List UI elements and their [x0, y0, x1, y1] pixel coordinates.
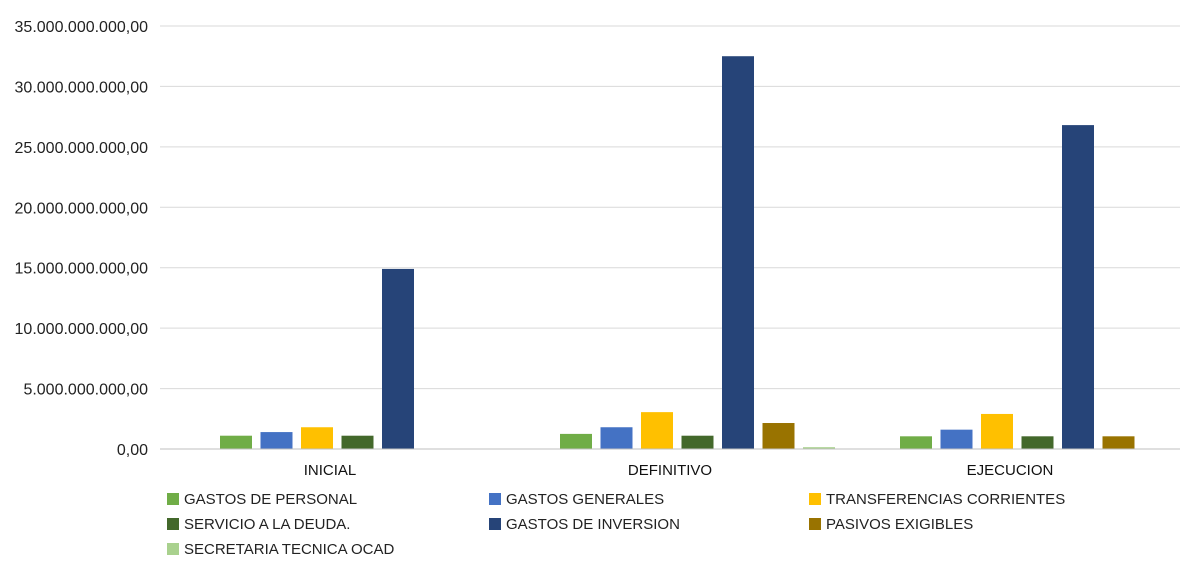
legend-swatch	[809, 518, 821, 530]
legend-item: GASTOS GENERALES	[489, 488, 664, 510]
legend-item: GASTOS DE INVERSION	[489, 513, 680, 535]
x-category-label: DEFINITIVO	[628, 462, 712, 479]
bar	[803, 447, 835, 449]
legend-label: TRANSFERENCIAS CORRIENTES	[826, 490, 1066, 508]
bar	[341, 435, 374, 449]
y-tick-label: 35.000.000.000,00	[15, 19, 149, 36]
y-tick-label: 10.000.000.000,00	[15, 321, 149, 338]
legend-swatch	[809, 493, 821, 505]
bar	[681, 435, 714, 449]
legend-item: SECRETARIA TECNICA OCAD	[167, 538, 394, 560]
bar	[762, 423, 795, 449]
legend-swatch	[489, 518, 501, 530]
bar	[641, 412, 673, 449]
legend-label: GASTOS DE INVERSION	[506, 515, 680, 533]
gridlines	[160, 25, 1180, 390]
legend-label: SERVICIO A LA DEUDA.	[184, 515, 351, 533]
bar-chart: 0,00 5.000.000.000,00 10.000.000.000,00 15.…	[15, 19, 1180, 479]
legend-swatch	[167, 543, 179, 555]
y-tick-label: 20.000.000.000,00	[15, 200, 149, 217]
x-category-label: EJECUCION	[967, 462, 1054, 479]
bar	[260, 432, 293, 449]
bar	[1021, 436, 1054, 449]
legend-item: PASIVOS EXIGIBLES	[809, 513, 973, 535]
bar	[220, 435, 252, 449]
bar	[900, 436, 932, 449]
bar	[940, 429, 973, 449]
y-tick-label: 30.000.000.000,00	[15, 79, 149, 96]
legend-item: SERVICIO A LA DEUDA.	[167, 513, 350, 535]
bars	[220, 56, 1135, 450]
y-tick-label: 0,00	[117, 442, 148, 459]
x-category-label: INICIAL	[304, 462, 357, 479]
legend-item: GASTOS DE PERSONAL	[167, 488, 357, 510]
legend-label: SECRETARIA TECNICA OCAD	[184, 540, 395, 558]
legend-label: GASTOS DE PERSONAL	[184, 490, 358, 508]
legend-label: GASTOS GENERALES	[506, 490, 665, 508]
legend-swatch	[489, 493, 501, 505]
bar	[1062, 125, 1094, 450]
bar	[1102, 436, 1135, 449]
x-axis: INICIAL DEFINITIVO EJECUCION	[160, 448, 1180, 479]
bar	[722, 56, 754, 449]
y-tick-label: 25.000.000.000,00	[15, 140, 149, 157]
legend-label: PASIVOS EXIGIBLES	[826, 515, 974, 533]
bar	[981, 413, 1013, 449]
legend-swatch	[167, 518, 179, 530]
y-tick-label: 15.000.000.000,00	[15, 261, 149, 278]
y-tick-label: 5.000.000.000,00	[23, 382, 148, 399]
legend-item: TRANSFERENCIAS CORRIENTES	[809, 488, 1065, 510]
bar	[382, 268, 414, 449]
bar	[560, 433, 592, 449]
bar	[301, 427, 333, 449]
legend-swatch	[167, 493, 179, 505]
y-axis-tick-labels: 0,00 5.000.000.000,00 10.000.000.000,00 15.…	[15, 19, 149, 459]
bar	[600, 427, 633, 449]
